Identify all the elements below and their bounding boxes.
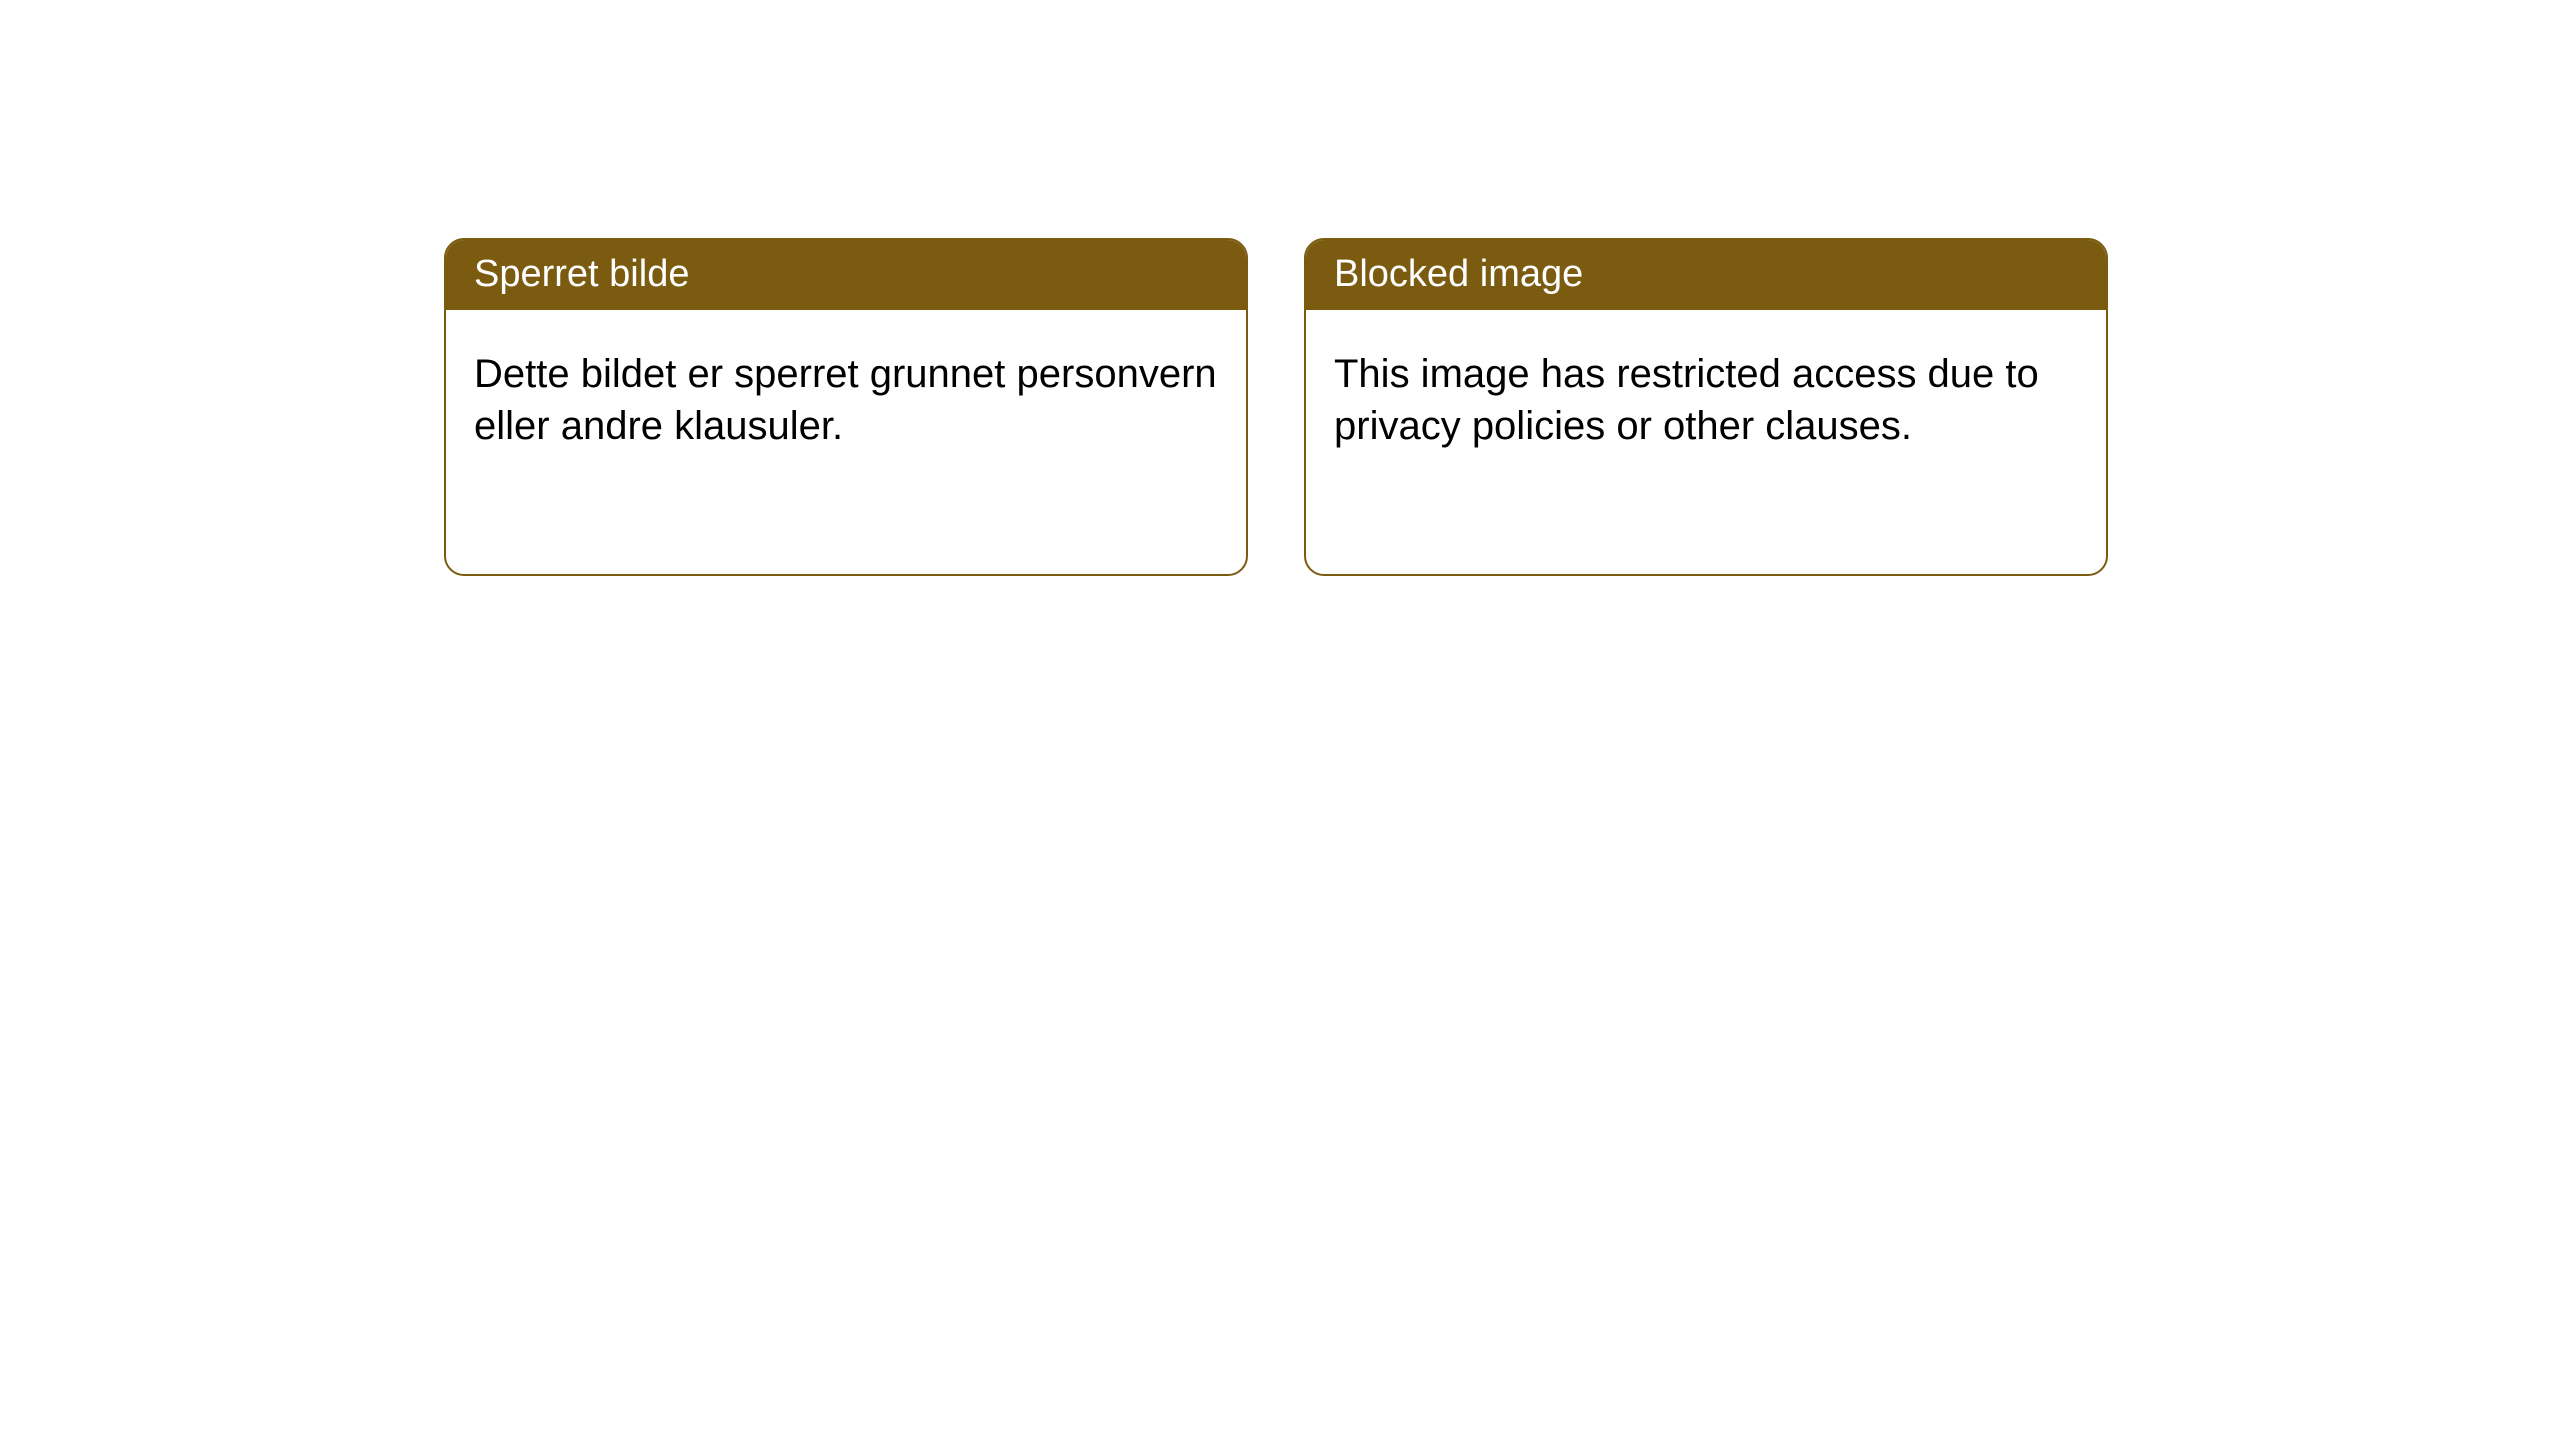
notice-header-no: Sperret bilde <box>446 240 1246 310</box>
notice-card-no: Sperret bilde Dette bildet er sperret gr… <box>444 238 1248 576</box>
notice-header-en: Blocked image <box>1306 240 2106 310</box>
notice-card-en: Blocked image This image has restricted … <box>1304 238 2108 576</box>
notice-body-no: Dette bildet er sperret grunnet personve… <box>446 310 1246 490</box>
notice-container: Sperret bilde Dette bildet er sperret gr… <box>444 238 2108 576</box>
notice-body-en: This image has restricted access due to … <box>1306 310 2106 490</box>
